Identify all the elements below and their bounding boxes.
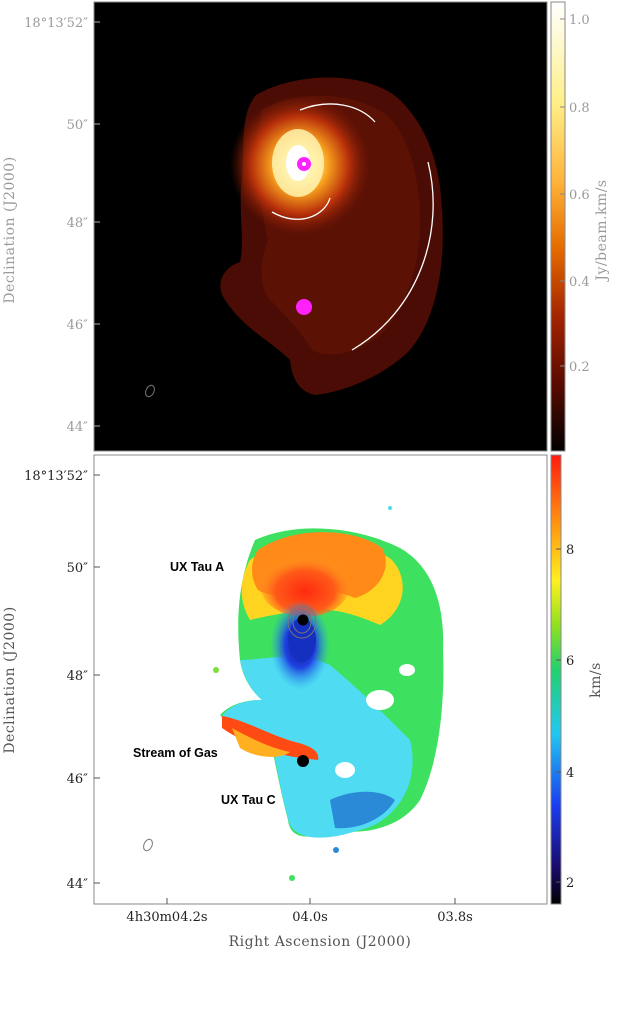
bottom-y-tick-4: 44″ [67,877,89,892]
ux-tau-c-marker-bottom [297,755,309,767]
top-y-label: Declination (J2000) [2,156,18,303]
bottom-x-tick-1: 04.0s [292,910,328,925]
bottom-cbar-tick-3: 2 [566,876,574,891]
bottom-colorbar: 8 6 4 2 km/s [550,454,604,905]
bottom-x-axis: 4h30m04.2s 04.0s 03.8s Right Ascension (… [126,898,473,950]
bottom-y-axis: 18°13′52″ 50″ 48″ 46″ 44″ Declination (J… [2,469,100,892]
ux-tau-c-marker-top [296,299,312,315]
top-cbar-tick-3: 0.4 [569,275,590,290]
velocity-map [213,506,444,881]
bottom-x-label: Right Ascension (J2000) [229,934,412,950]
top-y-tick-4: 44″ [67,420,89,435]
top-cbar-tick-4: 0.2 [569,360,590,375]
top-cbar-tick-0: 1.0 [569,13,590,28]
bottom-cbar-tick-2: 4 [566,766,574,781]
top-cbar-tick-1: 0.8 [569,101,590,116]
label-ux-tau-c: UX Tau C [221,793,276,807]
spiral-arc-lower [271,197,331,220]
bottom-cbar-tick-1: 6 [566,654,574,669]
bottom-y-tick-1: 50″ [67,561,89,576]
ux-tau-a-marker-bottom [297,614,309,626]
top-y-axis: 18°13′52″ 50″ 48″ 46″ 44″ Declination (J… [2,16,100,435]
bottom-y-tick-3: 46″ [67,772,89,787]
spiral-arc-outer [351,161,434,351]
top-y-tick-1: 50″ [67,118,89,133]
beam-ellipse-top [145,384,155,398]
top-colorbar: 1.0 0.8 0.6 0.4 0.2 Jy/beam.km/s [550,1,610,452]
top-cbar-label: Jy/beam.km/s [594,179,610,282]
top-cbar-tick-2: 0.6 [569,188,590,203]
label-ux-tau-a: UX Tau A [170,560,224,574]
bottom-y-label: Declination (J2000) [2,606,18,753]
top-y-tick-2: 48″ [67,216,89,231]
label-stream-of-gas: Stream of Gas [133,746,218,760]
top-panel: 18°13′52″ 50″ 48″ 46″ 44″ Declination (J… [2,1,610,452]
top-y-tick-3: 46″ [67,318,89,333]
bottom-x-tick-0: 4h30m04.2s [126,910,207,925]
bottom-x-tick-2: 03.8s [437,910,473,925]
bottom-cbar-tick-0: 8 [566,543,574,558]
spiral-arc-upper [299,103,376,123]
bottom-panel: UX Tau A Stream of Gas UX Tau C 18°13′52… [2,454,604,950]
top-y-tick-0: 18°13′52″ [24,16,88,31]
bottom-cbar-label: km/s [588,662,604,698]
bottom-y-tick-0: 18°13′52″ [24,469,88,484]
bottom-y-tick-2: 48″ [67,669,89,684]
beam-ellipse-bottom [143,838,153,852]
